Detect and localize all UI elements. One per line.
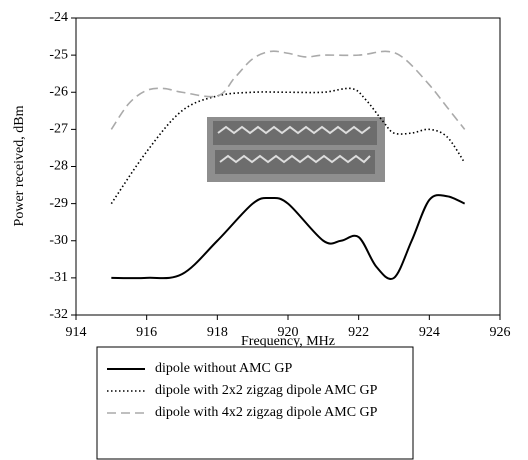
y-axis-label: Power received, dBm	[12, 105, 27, 226]
legend-label: dipole with 2x2 zigzag dipole AMC GP	[155, 383, 378, 398]
y-tick-label: -27	[49, 122, 68, 137]
y-tick-label: -24	[49, 10, 68, 25]
line-series	[110, 87, 466, 205]
x-axis-label: Frequency, MHz	[241, 334, 335, 349]
x-tick-label: 922	[348, 325, 369, 340]
x-tick-label: 918	[207, 325, 228, 340]
x-tick-label: 926	[490, 325, 511, 340]
x-tick-label: 914	[66, 325, 87, 340]
legend-label: dipole with 4x2 zigzag dipole AMC GP	[155, 405, 378, 420]
x-tick-label: 924	[419, 325, 440, 340]
x-tick-label: 916	[136, 325, 157, 340]
inset-photo	[207, 117, 385, 182]
y-tick-label: -26	[49, 84, 68, 99]
y-tick-label: -29	[49, 196, 68, 211]
x-tick-label: 920	[278, 325, 299, 340]
legend-label: dipole without AMC GP	[155, 361, 293, 376]
line-series	[111, 194, 466, 280]
y-tick-label: -30	[49, 233, 68, 248]
y-tick-label: -31	[49, 270, 68, 285]
y-tick-label: -32	[49, 307, 68, 322]
legend-box	[96, 346, 414, 460]
y-tick-label: -28	[49, 159, 68, 174]
line-series	[110, 50, 466, 130]
y-tick-label: -25	[49, 47, 68, 62]
